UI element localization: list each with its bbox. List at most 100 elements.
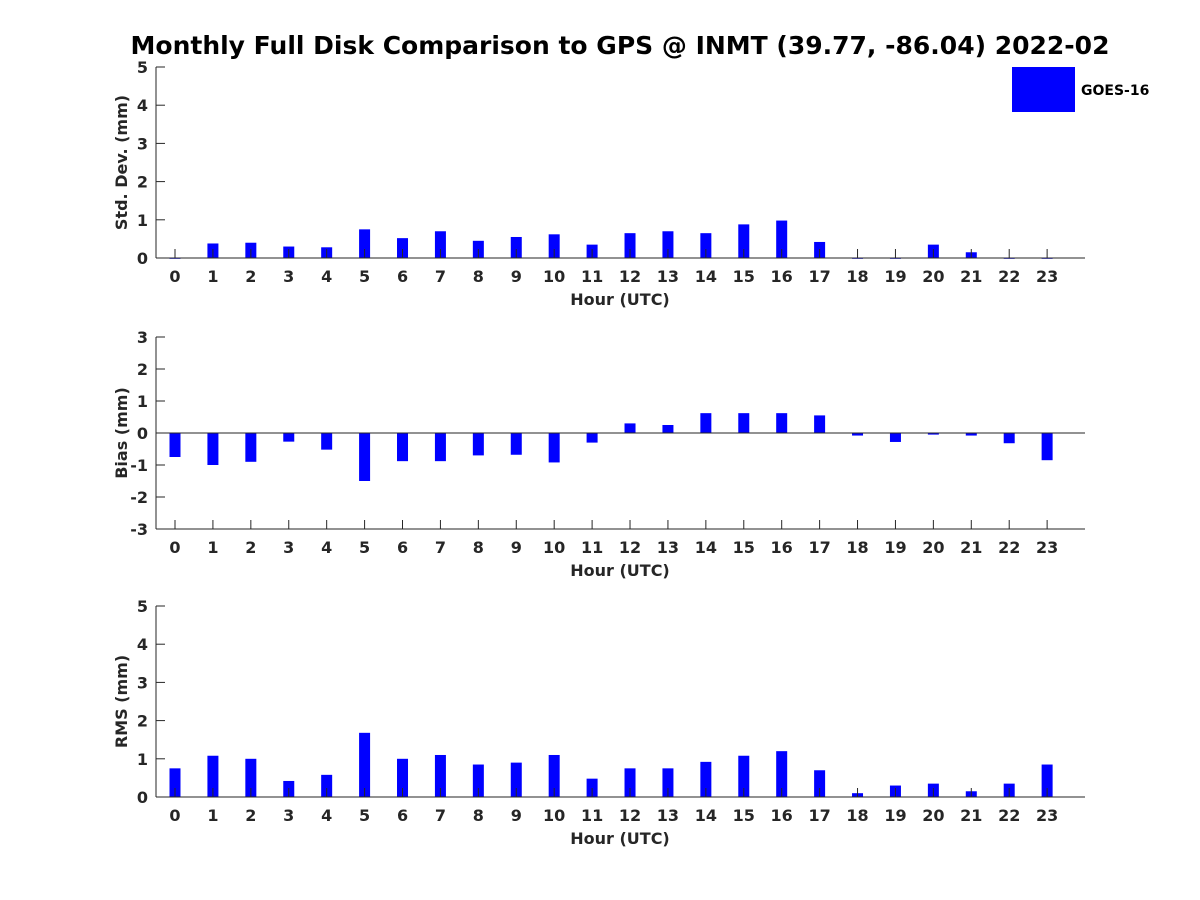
x-tick-label-bias: 6: [397, 538, 408, 557]
y-tick-label-rms: 1: [137, 750, 148, 769]
x-tick-label-bias: 12: [619, 538, 641, 557]
bar-std-dev-hour-15: [738, 224, 750, 258]
x-tick-label-std-dev: 0: [169, 267, 180, 286]
x-tick-label-bias: 18: [846, 538, 868, 557]
bar-bias-hour-19: [889, 433, 901, 442]
x-tick-label-rms: 3: [283, 806, 294, 825]
y-tick-label-rms: 5: [137, 597, 148, 616]
x-tick-label-std-dev: 5: [359, 267, 370, 286]
bar-bias-hour-8: [472, 433, 484, 456]
bar-rms-hour-8: [472, 764, 484, 797]
x-tick-label-bias: 1: [207, 538, 218, 557]
bar-rms-hour-17: [814, 770, 826, 797]
bar-bias-hour-23: [1041, 433, 1053, 461]
legend-swatch: [1012, 67, 1075, 112]
x-tick-label-bias: 16: [771, 538, 793, 557]
x-axis-label-bias: Hour (UTC): [570, 561, 670, 580]
bar-bias-hour-4: [321, 433, 333, 450]
x-tick-label-std-dev: 1: [207, 267, 218, 286]
bar-bias-hour-3: [283, 433, 295, 442]
x-tick-label-rms: 16: [771, 806, 793, 825]
x-tick-label-bias: 10: [543, 538, 565, 557]
bar-std-dev-hour-6: [397, 238, 409, 258]
x-tick-label-rms: 1: [207, 806, 218, 825]
bar-std-dev-hour-14: [700, 233, 712, 258]
x-tick-label-bias: 4: [321, 538, 332, 557]
bar-bias-hour-22: [1003, 433, 1015, 444]
x-tick-label-rms: 11: [581, 806, 603, 825]
x-tick-label-rms: 7: [435, 806, 446, 825]
x-tick-label-rms: 8: [473, 806, 484, 825]
bar-rms-hour-5: [359, 732, 371, 797]
x-tick-label-bias: 2: [245, 538, 256, 557]
bar-bias-hour-12: [624, 423, 636, 433]
x-tick-label-std-dev: 21: [960, 267, 982, 286]
bar-bias-hour-14: [700, 413, 712, 433]
bar-rms-hour-0: [169, 768, 181, 797]
x-tick-label-rms: 23: [1036, 806, 1058, 825]
x-tick-label-std-dev: 3: [283, 267, 294, 286]
legend[interactable]: GOES-16: [1012, 67, 1149, 112]
bar-rms-hour-15: [738, 755, 750, 797]
x-tick-label-bias: 23: [1036, 538, 1058, 557]
x-tick-label-bias: 7: [435, 538, 446, 557]
x-tick-label-bias: 19: [884, 538, 906, 557]
y-tick-label-rms: 4: [137, 635, 148, 654]
x-tick-label-rms: 5: [359, 806, 370, 825]
bar-bias-hour-2: [245, 433, 257, 462]
x-tick-label-rms: 15: [733, 806, 755, 825]
bar-bias-hour-16: [776, 413, 788, 433]
bar-rms-hour-7: [434, 754, 446, 797]
x-tick-label-bias: 5: [359, 538, 370, 557]
x-tick-label-rms: 12: [619, 806, 641, 825]
x-tick-label-rms: 9: [511, 806, 522, 825]
bar-bias-hour-18: [852, 433, 864, 436]
bar-bias-hour-6: [397, 433, 409, 462]
bar-rms-hour-16: [776, 751, 788, 797]
bar-rms-hour-13: [662, 768, 674, 797]
y-tick-label-bias: -2: [130, 488, 148, 507]
x-tick-label-bias: 11: [581, 538, 603, 557]
bar-rms-hour-9: [510, 762, 522, 797]
bar-bias-hour-13: [662, 425, 674, 433]
bar-rms-hour-14: [700, 761, 712, 797]
x-tick-label-std-dev: 6: [397, 267, 408, 286]
y-tick-label-std-dev: 5: [137, 58, 148, 77]
y-tick-label-bias: -3: [130, 520, 148, 539]
x-tick-label-std-dev: 13: [657, 267, 679, 286]
bar-rms-hour-6: [397, 758, 409, 797]
x-tick-label-bias: 20: [922, 538, 944, 557]
x-tick-label-bias: 21: [960, 538, 982, 557]
bar-std-dev-hour-9: [510, 236, 522, 258]
bar-bias-hour-1: [207, 433, 219, 465]
bar-std-dev-hour-5: [359, 229, 371, 258]
x-tick-label-std-dev: 4: [321, 267, 332, 286]
x-tick-label-rms: 22: [998, 806, 1020, 825]
y-tick-label-std-dev: 3: [137, 134, 148, 153]
bar-rms-hour-4: [321, 774, 333, 797]
x-tick-label-std-dev: 20: [922, 267, 944, 286]
bar-bias-hour-11: [586, 433, 598, 443]
bar-bias-hour-17: [814, 415, 826, 433]
bar-rms-hour-12: [624, 768, 636, 797]
x-tick-label-rms: 2: [245, 806, 256, 825]
bar-bias-hour-7: [434, 433, 446, 462]
x-tick-label-rms: 18: [846, 806, 868, 825]
x-tick-label-std-dev: 7: [435, 267, 446, 286]
x-tick-label-std-dev: 22: [998, 267, 1020, 286]
x-tick-label-bias: 15: [733, 538, 755, 557]
y-tick-label-std-dev: 4: [137, 96, 148, 115]
bar-bias-hour-15: [738, 413, 750, 433]
x-tick-label-std-dev: 14: [695, 267, 717, 286]
y-tick-label-rms: 3: [137, 673, 148, 692]
y-tick-label-std-dev: 2: [137, 173, 148, 192]
x-tick-label-std-dev: 19: [884, 267, 906, 286]
x-tick-label-std-dev: 2: [245, 267, 256, 286]
bar-rms-hour-2: [245, 758, 257, 797]
bar-bias-hour-0: [169, 433, 181, 457]
bar-std-dev-hour-13: [662, 231, 674, 258]
